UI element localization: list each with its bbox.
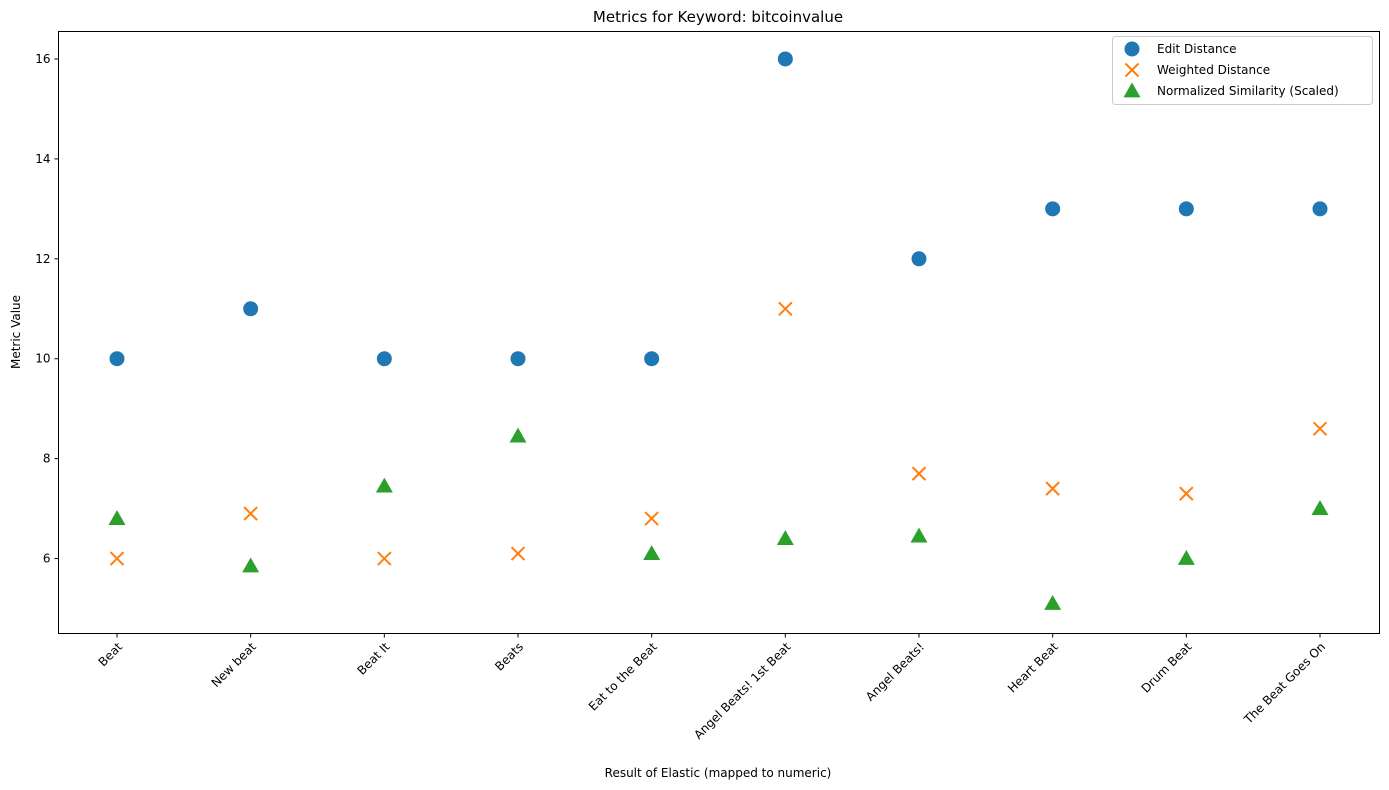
series-2 [108, 427, 1329, 610]
data-point [509, 427, 527, 443]
chart-marks [108, 51, 1329, 610]
x-tick-label: Beat [96, 640, 126, 670]
y-tick-label: 8 [43, 452, 51, 466]
series-1 [109, 301, 1328, 566]
chart-title: Metrics for Keyword: bitcoinvalue [593, 8, 843, 26]
x-tick-label: Heart Beat [1005, 640, 1061, 696]
x-tick-label: Beats [492, 640, 526, 674]
data-point [911, 251, 927, 267]
data-point [510, 546, 526, 561]
data-point [778, 301, 793, 316]
data-point [1178, 201, 1194, 217]
y-tick-label: 16 [35, 52, 50, 66]
data-point [510, 351, 526, 367]
x-axis: Beat New beat Beat It Beats Eat to the Beat A… [96, 633, 1329, 742]
data-point [1044, 595, 1062, 610]
legend-marker [1123, 82, 1141, 98]
data-point [911, 466, 927, 481]
data-point [242, 557, 260, 573]
data-point [377, 551, 392, 566]
x-tick-label: Angel Beats! [863, 640, 927, 704]
y-tick-label: 12 [35, 252, 50, 266]
legend-label: Weighted Distance [1157, 63, 1270, 77]
data-point [375, 477, 393, 493]
data-point [910, 527, 928, 543]
x-axis-label: Result of Elastic (mapped to numeric) [605, 766, 832, 780]
data-point [777, 51, 793, 67]
y-axis-label: Metric Value [9, 295, 23, 369]
y-axis: 6 8 10 12 14 16 [35, 52, 59, 566]
legend-marker [1124, 41, 1140, 57]
y-tick-label: 6 [43, 552, 51, 566]
x-tick-label: Beat It [354, 640, 392, 678]
data-point [644, 351, 660, 367]
data-point [1179, 486, 1194, 501]
data-point [1312, 421, 1328, 436]
data-point [643, 545, 661, 560]
data-point [109, 351, 125, 367]
legend-label: Normalized Similarity (Scaled) [1157, 84, 1339, 98]
x-tick-label: The Beat Goes On [1241, 640, 1329, 728]
data-point [1045, 201, 1061, 217]
legend-label: Edit Distance [1157, 42, 1237, 56]
legend-box [1112, 36, 1373, 105]
data-point [243, 506, 258, 521]
x-tick-label: Drum Beat [1139, 640, 1195, 696]
series-0 [109, 51, 1328, 367]
data-point [1312, 201, 1328, 217]
data-point [1311, 500, 1329, 515]
x-tick-label: Eat to the Beat [586, 640, 660, 714]
data-point [243, 301, 259, 317]
y-tick-label: 10 [35, 352, 50, 366]
data-point [108, 510, 126, 525]
data-point [376, 351, 392, 367]
legend: Edit Distance Weighted Distance Normalized… [1112, 36, 1373, 105]
data-point [776, 530, 794, 545]
x-tick-label: New beat [209, 640, 259, 690]
data-point [1177, 550, 1195, 565]
x-tick-label: Angel Beats! 1st Beat [691, 640, 793, 742]
plot-frame [58, 31, 1380, 634]
legend-marker [1124, 62, 1140, 78]
data-point [109, 551, 125, 566]
data-point [644, 511, 659, 526]
data-point [1045, 481, 1060, 496]
y-tick-label: 14 [35, 152, 50, 166]
